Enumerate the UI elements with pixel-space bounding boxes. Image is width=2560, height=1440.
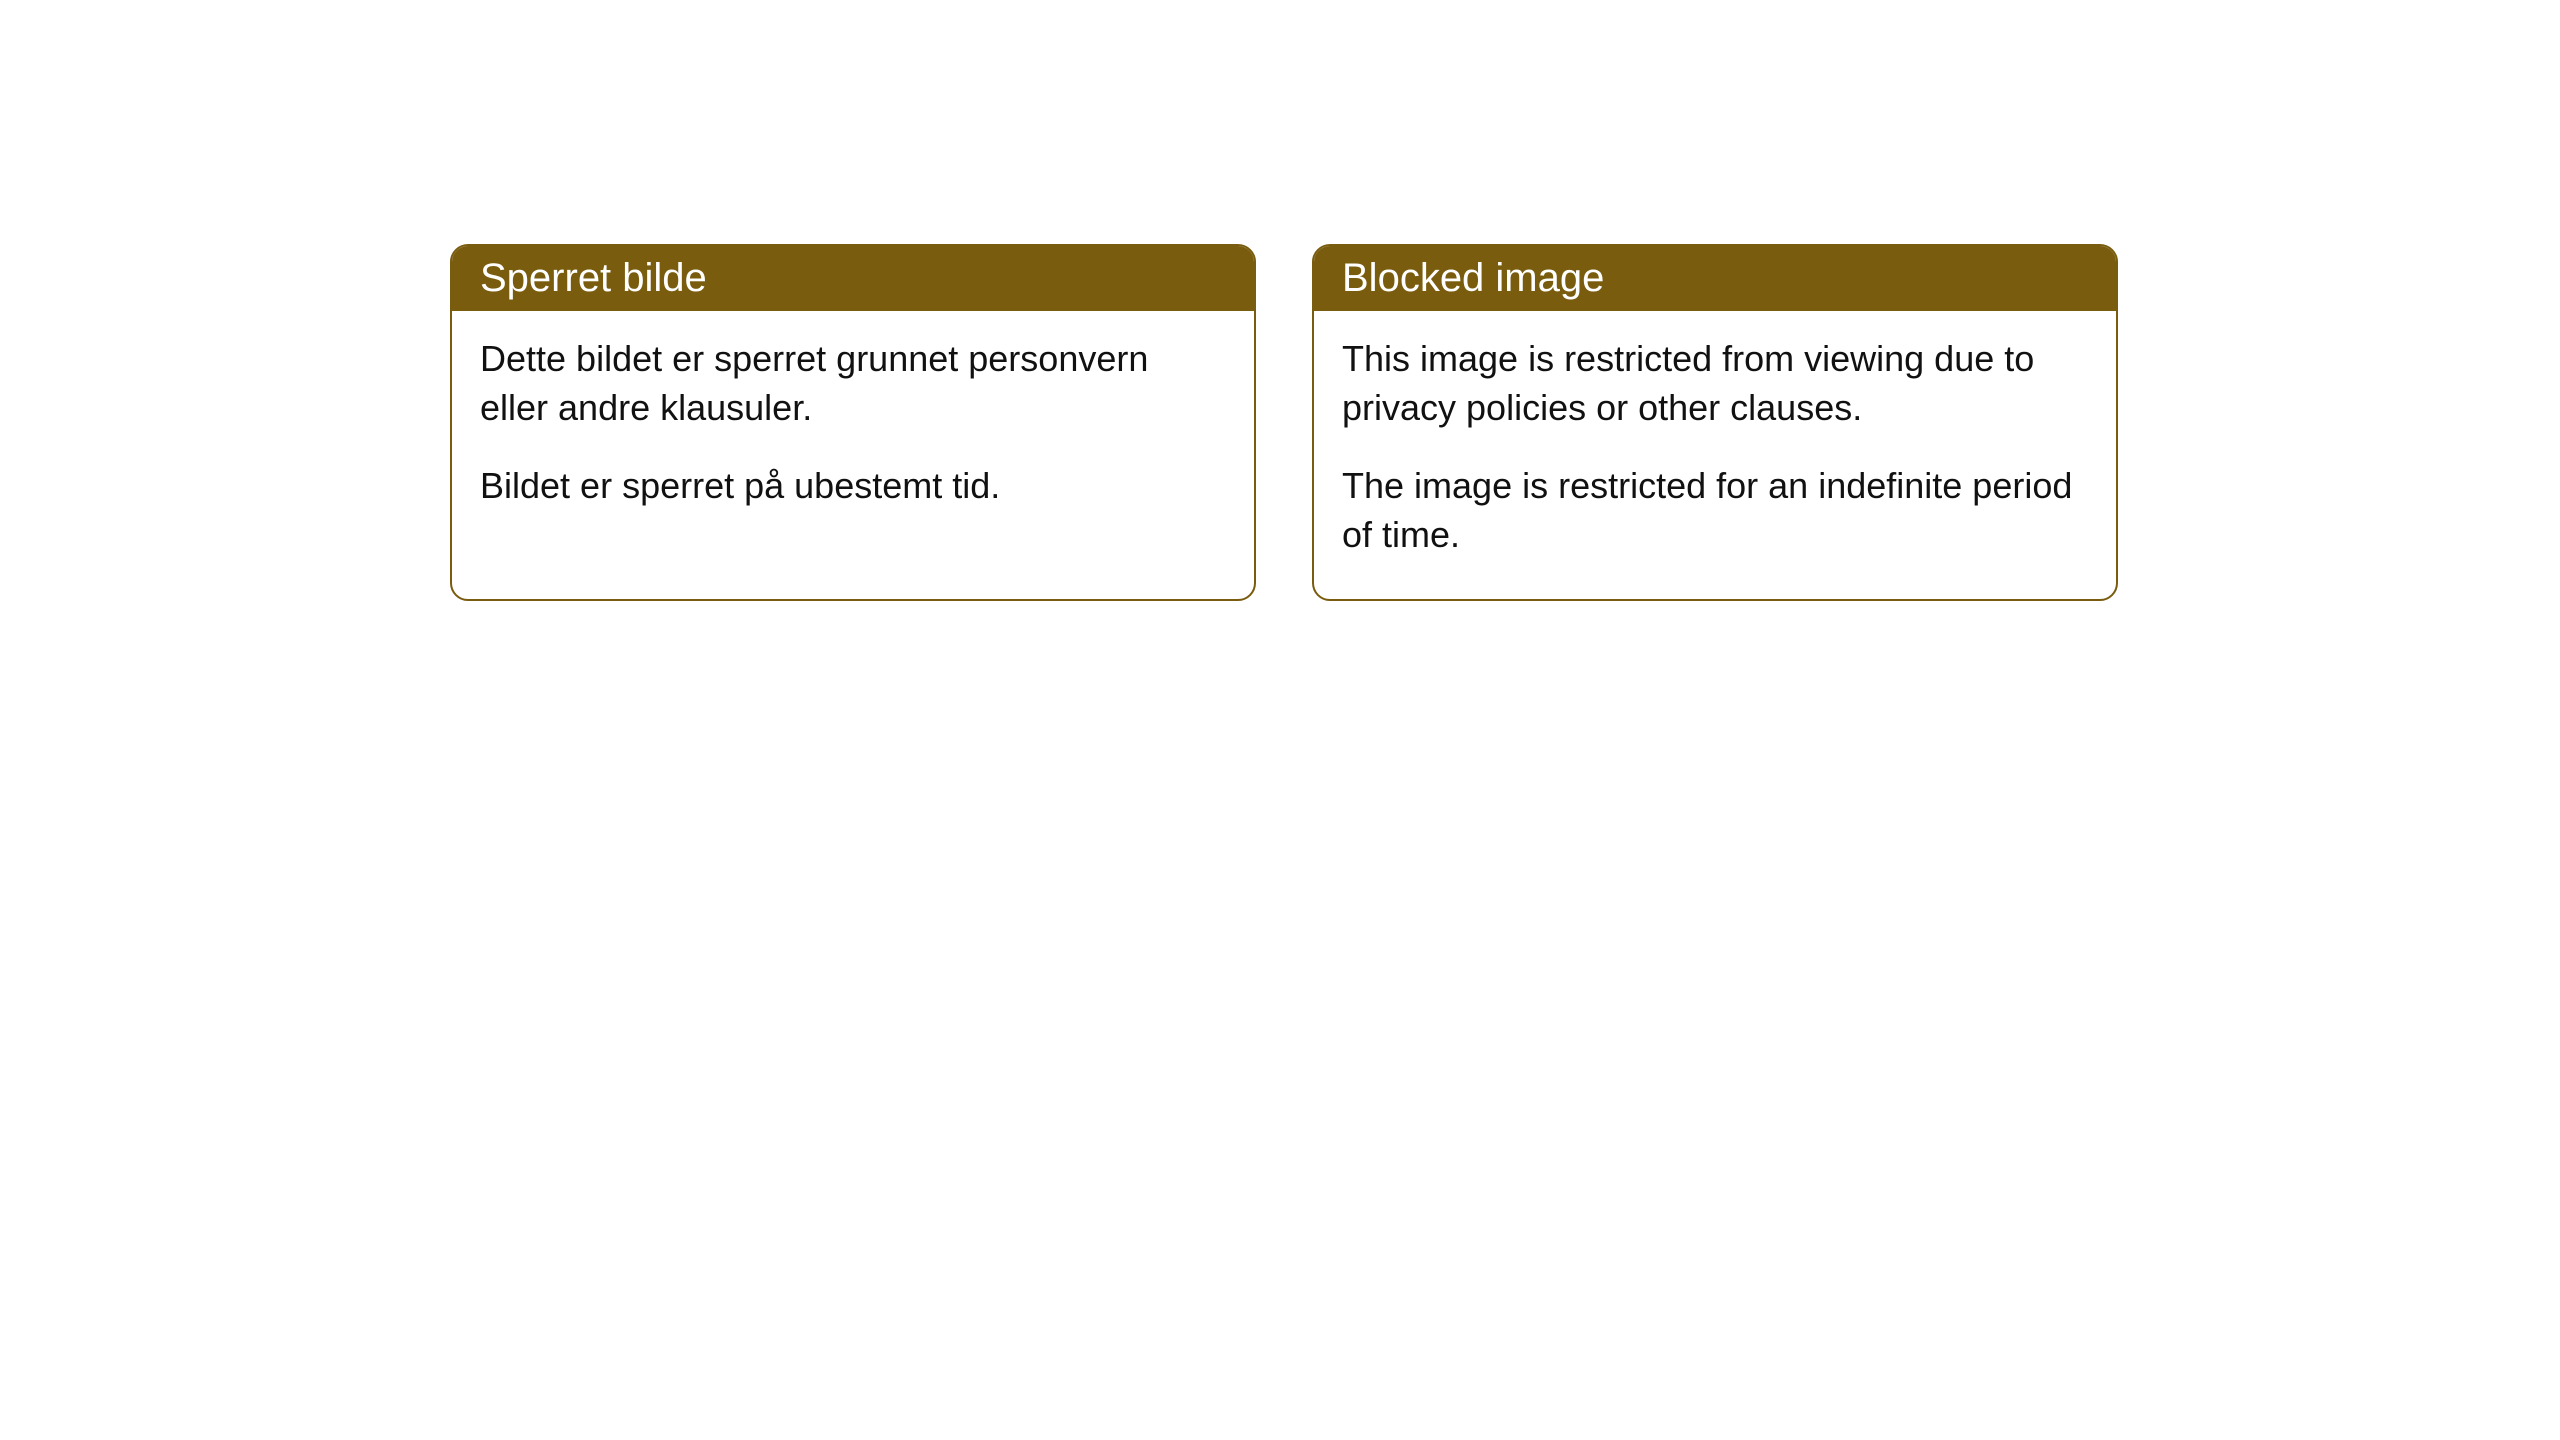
card-title-no: Sperret bilde (480, 256, 707, 300)
card-paragraph-en-1: This image is restricted from viewing du… (1342, 335, 2088, 432)
card-paragraph-no-2: Bildet er sperret på ubestemt tid. (480, 462, 1226, 511)
notice-cards-container: Sperret bilde Dette bildet er sperret gr… (450, 244, 2118, 601)
card-header-en: Blocked image (1314, 246, 2116, 311)
card-paragraph-en-2: The image is restricted for an indefinit… (1342, 462, 2088, 559)
card-header-no: Sperret bilde (452, 246, 1254, 311)
blocked-image-card-no: Sperret bilde Dette bildet er sperret gr… (450, 244, 1256, 601)
blocked-image-card-en: Blocked image This image is restricted f… (1312, 244, 2118, 601)
card-body-no: Dette bildet er sperret grunnet personve… (452, 311, 1254, 551)
card-paragraph-no-1: Dette bildet er sperret grunnet personve… (480, 335, 1226, 432)
card-title-en: Blocked image (1342, 256, 1604, 300)
card-body-en: This image is restricted from viewing du… (1314, 311, 2116, 599)
